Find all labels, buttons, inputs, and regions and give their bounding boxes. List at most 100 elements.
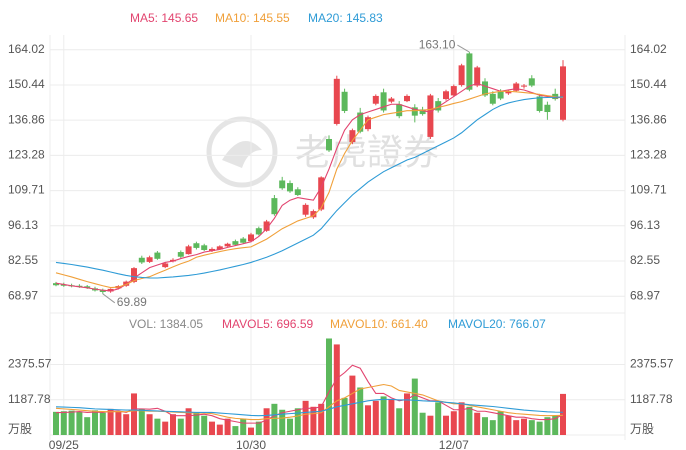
y-tick-label: 136.86 (630, 112, 667, 126)
volume-bar (131, 393, 137, 435)
candle-body (99, 289, 106, 292)
volume-bar (177, 418, 184, 435)
y-tick-label: 82.55 (8, 253, 38, 267)
candle-body (162, 263, 169, 268)
candle-body (138, 257, 145, 263)
volume-bar (209, 421, 215, 435)
volume-bar (505, 415, 512, 435)
volume-bar (388, 399, 395, 435)
y-tick-label: 123.28 (8, 148, 45, 162)
watermark-text: 老虎證券 (295, 132, 439, 173)
candle-body (123, 281, 130, 286)
volume-bar (458, 402, 465, 435)
volume-bar (216, 424, 223, 435)
candle-body (209, 248, 215, 252)
candle-body (482, 81, 488, 96)
candle-body (193, 243, 200, 248)
x-tick-label: 12/07 (439, 438, 469, 450)
volume-unit: 万股 (8, 422, 32, 436)
volume-bar (466, 406, 473, 435)
volume-bar (170, 414, 176, 435)
candle-body (326, 138, 332, 151)
y-tick-label: 68.97 (8, 288, 38, 302)
candle-body (287, 183, 293, 192)
candle-body (528, 78, 535, 86)
candle-body (240, 238, 247, 243)
candle-body (365, 117, 371, 130)
candle-body (53, 283, 59, 286)
legend-entry: MA20: 145.83 (308, 11, 383, 25)
volume-bar (341, 397, 348, 435)
volume-bar (528, 420, 535, 435)
candle-body (505, 91, 512, 94)
volume-bar (372, 400, 379, 435)
y-tick-label: 68.97 (630, 288, 660, 302)
legend-entry: MAVOL10: 661.40 (330, 317, 428, 331)
legend-entry: MA10: 145.55 (215, 11, 290, 25)
legend-entry: MAVOL20: 766.07 (448, 317, 546, 331)
volume-bar (474, 412, 481, 435)
candle-body (380, 92, 387, 111)
candle-body (388, 98, 395, 102)
candle-body (177, 252, 184, 257)
volume-bar (404, 393, 410, 435)
volume-bar (365, 405, 371, 435)
volume-bar (271, 403, 278, 435)
candle-body (224, 243, 231, 247)
volume-bar (411, 378, 418, 435)
max-leader (457, 44, 470, 53)
candle-body (279, 180, 286, 189)
volume-bar (497, 411, 504, 435)
y-tick-label: 109.71 (8, 183, 45, 197)
watermark-logo (206, 116, 278, 188)
legend-entry: MA5: 145.65 (130, 11, 198, 25)
y-tick-label: 96.13 (8, 218, 38, 232)
volume-bar (240, 418, 247, 435)
volume-bar (279, 409, 286, 435)
candle-body (560, 66, 566, 120)
candle-body (333, 78, 340, 124)
volume-bar (53, 411, 59, 435)
max-annotation: 163.10 (419, 37, 456, 51)
candle-body (131, 268, 137, 282)
volume-bar (154, 418, 161, 435)
candle-body (310, 211, 317, 218)
candle-body (294, 189, 301, 196)
volume-bar (146, 414, 153, 435)
watermark: 老虎證券 (206, 116, 439, 188)
candle-body (271, 198, 278, 215)
ma-line (55, 364, 564, 424)
volume-bar (84, 417, 91, 435)
watermark-logo-mark (222, 141, 262, 168)
min-annotation: 69.89 (117, 295, 147, 309)
candle-body (107, 288, 114, 292)
candle-body (349, 130, 356, 143)
ma-line (55, 398, 564, 417)
x-tick-label: 09/25 (49, 438, 79, 450)
volume-bar (162, 421, 169, 435)
candle-body (513, 83, 520, 91)
candle-body (419, 109, 426, 115)
volume-bar (255, 421, 262, 435)
volume-bar (107, 408, 114, 435)
volume-bar (544, 417, 551, 435)
candle-body (84, 286, 91, 288)
volume-bar (552, 415, 559, 435)
volume-bar (521, 418, 527, 435)
volume-unit: 万股 (630, 422, 654, 436)
candle-body (248, 234, 254, 242)
volume-bar (482, 417, 488, 435)
volume-bar (427, 415, 434, 435)
y-tick-label: 164.02 (8, 42, 45, 56)
candle-body (450, 86, 457, 96)
candle-body (372, 95, 379, 104)
volume-bar (123, 414, 130, 435)
volume-bar (318, 403, 325, 435)
candle-body (263, 221, 270, 231)
volume-bar (224, 418, 231, 435)
volume-bar (248, 427, 254, 435)
candle-body (318, 177, 325, 210)
y-tick-label: 150.44 (630, 77, 667, 91)
volume-bar (380, 396, 387, 435)
